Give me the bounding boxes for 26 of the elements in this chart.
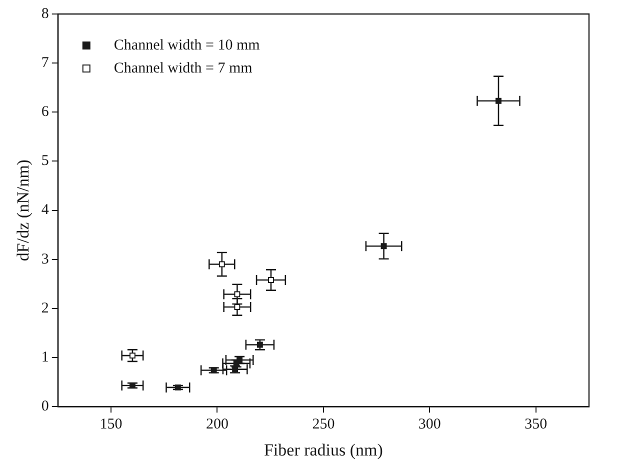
legend-label: Channel width = 10 mm	[114, 37, 260, 54]
y-tick-label: 6	[41, 104, 50, 120]
y-tick-label: 2	[41, 300, 49, 316]
point	[210, 367, 217, 374]
x-axis-title: Fiber radius (nm)	[264, 440, 383, 460]
y-tick-label: 7	[41, 55, 50, 72]
y-tick-label: 8	[41, 6, 49, 22]
point	[234, 291, 240, 298]
point	[380, 243, 387, 250]
point	[496, 98, 502, 104]
x-tick-label: 300	[418, 416, 441, 433]
legend-label: Channel width = 7 mm	[114, 60, 253, 76]
x-tick-label: 250	[312, 416, 335, 433]
x-tick-label: 350	[524, 416, 548, 433]
y-tick-label: 3	[41, 251, 49, 268]
x-tick-label: 150	[100, 416, 122, 433]
point	[234, 304, 240, 310]
y-axis-title: dF/dz (nN/nm)	[14, 160, 33, 262]
x-tick-label: 200	[206, 416, 228, 433]
point	[268, 277, 274, 283]
y-tick-label: 5	[41, 153, 49, 170]
y-tick-label: 1	[41, 349, 49, 366]
point	[174, 384, 181, 390]
point	[218, 261, 225, 268]
y-tick-label: 4	[41, 202, 50, 218]
y-tick-label: 0	[41, 398, 49, 415]
